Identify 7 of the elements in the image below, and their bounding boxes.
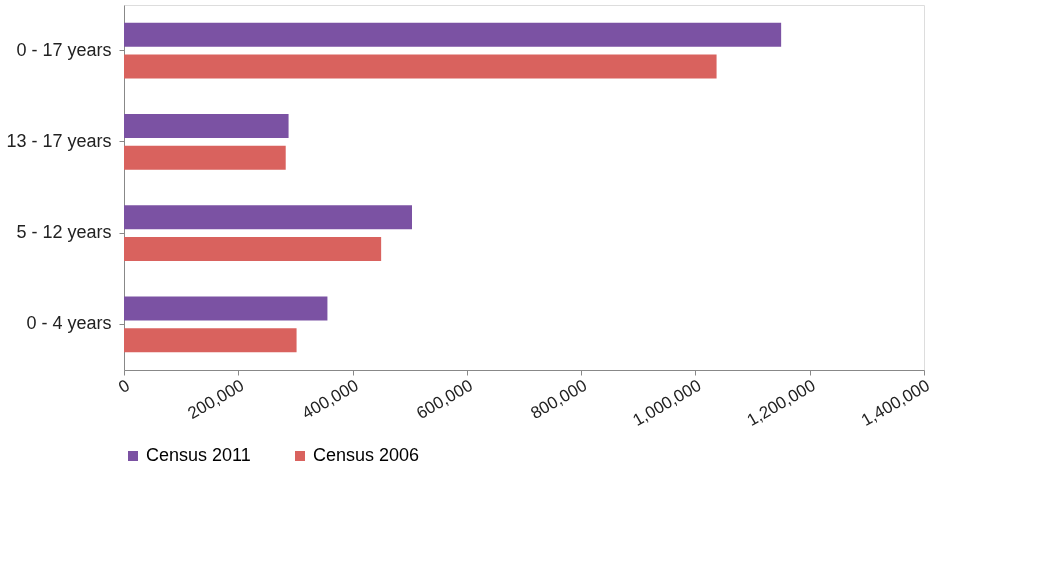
legend-label: Census 2011 bbox=[146, 445, 251, 465]
y-tick-label: 0 - 4 years bbox=[26, 313, 112, 334]
x-tick-label: 0 bbox=[115, 375, 133, 397]
y-tick-label: 0 - 17 years bbox=[16, 39, 112, 60]
y-tick-label: 5 - 12 years bbox=[16, 222, 112, 243]
legend-label: Census 2006 bbox=[313, 445, 420, 465]
y-tick-label: 13 - 17 years bbox=[6, 130, 112, 151]
